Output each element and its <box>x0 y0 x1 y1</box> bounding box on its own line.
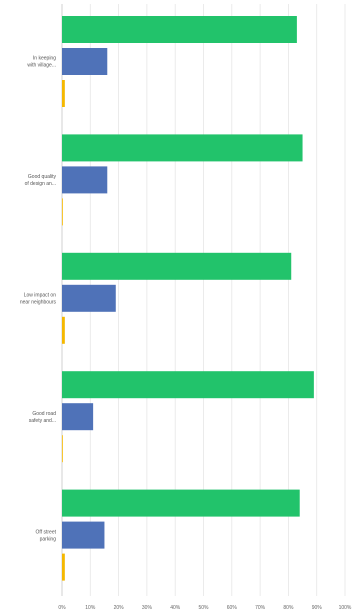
x-tick-label: 60% <box>227 605 238 611</box>
bar <box>62 198 63 226</box>
x-tick-labels: 0% 10% 20% 30% 40% 50% 60% 70% 80% 90% 100% <box>58 605 352 611</box>
bar <box>62 521 105 549</box>
x-tick-label: 90% <box>312 605 323 611</box>
bar <box>62 166 108 194</box>
bar <box>62 134 303 162</box>
x-tick-label: 100% <box>339 605 352 611</box>
bar <box>62 403 94 431</box>
x-tick-label: 0% <box>58 605 66 611</box>
x-tick-label: 30% <box>142 605 153 611</box>
bar <box>62 48 108 75</box>
category-labels: In keeping with village... Good quality of … <box>20 56 57 543</box>
bar <box>62 316 65 344</box>
bar <box>62 371 314 399</box>
bar <box>62 284 116 312</box>
category-label: Off street parking <box>36 529 57 542</box>
bar <box>62 252 292 280</box>
category-label: Good quality of design an... <box>25 174 57 187</box>
bar <box>62 435 63 463</box>
category-label: Low impact on near neighbours <box>20 293 57 306</box>
x-tick-label: 50% <box>198 605 209 611</box>
bar <box>62 16 297 43</box>
x-tick-label: 40% <box>170 605 181 611</box>
x-tick-label: 10% <box>85 605 96 611</box>
bars <box>62 16 314 581</box>
bar <box>62 80 65 107</box>
category-label: Good road safety and... <box>29 411 56 424</box>
category-label: In keeping with village... <box>27 56 56 69</box>
x-tick-label: 80% <box>283 605 294 611</box>
bar <box>62 489 300 517</box>
x-tick-label: 20% <box>114 605 125 611</box>
x-tick-label: 70% <box>255 605 266 611</box>
bar <box>62 553 65 581</box>
